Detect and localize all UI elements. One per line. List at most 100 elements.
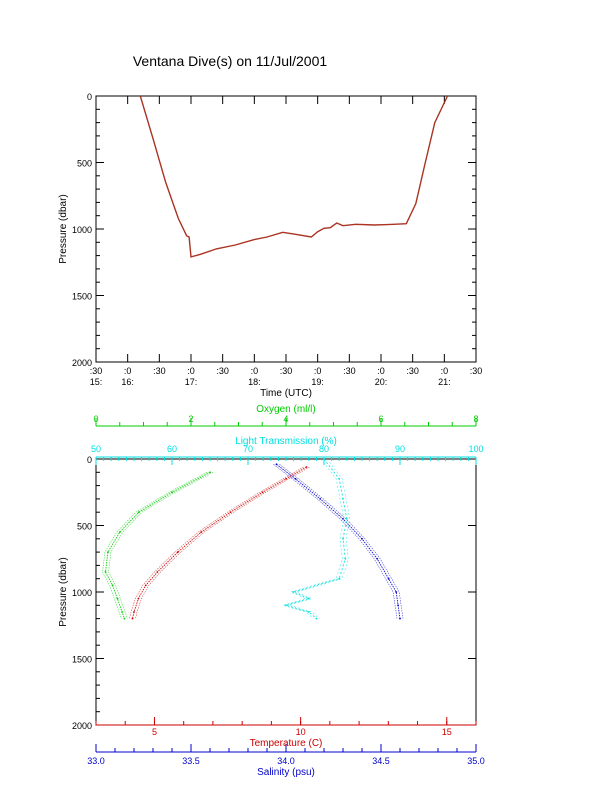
oxygen-tick-label: 8: [473, 414, 478, 424]
transmission-data-point: [345, 518, 348, 520]
salinity-profile-cast: [276, 463, 401, 619]
temperature-data-point: [137, 597, 140, 600]
salinity-data-point: [399, 617, 401, 620]
transmission-data-point: [342, 498, 344, 500]
dive-x-tick-label: :30: [406, 366, 419, 376]
transmission-axis-label: Light Transmission (%): [235, 436, 337, 447]
salinity-axis: 33.0 33.5 34.0 34.5 35.0: [87, 744, 485, 766]
salinity-data-point: [387, 577, 390, 580]
oxygen-tick-label: 4: [283, 414, 288, 424]
dive-y-tick-label: 500: [77, 159, 92, 169]
dive-x-tick-hour-label: 19:: [311, 377, 324, 387]
oxygen-data-point: [123, 617, 126, 620]
salinity-tick-label: 34.0: [277, 756, 295, 766]
salinity-data-point: [376, 557, 379, 560]
temperature-profile-cast: [135, 466, 310, 619]
oxygen-data-point: [118, 531, 121, 533]
profile-data: [102, 458, 404, 620]
oxygen-axis-label: Oxygen (ml/l): [256, 404, 315, 415]
dive-x-tick-hour-label: 15:: [90, 377, 103, 387]
transmission-data-point: [344, 557, 347, 560]
temperature-data-point: [285, 478, 287, 480]
temperature-profile-cast: [129, 466, 304, 619]
oxygen-tick-label: 6: [378, 414, 383, 424]
transmission-data-point: [307, 611, 310, 613]
oxygen-profile-cast: [102, 472, 208, 619]
temperature-tick-label: 10: [296, 727, 306, 737]
dive-x-tick-label: :30: [470, 366, 483, 376]
dive-y-label: Pressure (dbar): [58, 194, 69, 263]
transmission-data-point: [285, 604, 287, 607]
profile-y-axis: 0 500 1000 1500 2000: [72, 455, 476, 731]
dive-x-tick-hour-label: 21:: [438, 377, 451, 387]
dive-y-axis: 0 500 1000 1500 2000: [72, 92, 476, 368]
dive-y-tick-label: 1500: [72, 292, 92, 302]
transmission-data-point: [338, 577, 341, 580]
transmission-tick-label: 80: [319, 444, 329, 454]
transmission-data-point: [307, 597, 310, 600]
transmission-tick-label: 100: [468, 444, 483, 454]
temperature-data-point: [144, 584, 147, 587]
transmission-axis: 50 60 70 80 90 100: [91, 444, 484, 465]
transmission-data-point: [323, 458, 325, 460]
temperature-data-point: [131, 617, 134, 620]
transmission-profile-cast: [281, 458, 345, 619]
profile-y-tick-label: 2000: [72, 721, 92, 731]
transmission-tick-label: 50: [91, 444, 101, 454]
oxygen-profile-cast: [108, 472, 214, 619]
temperature-data-point: [133, 611, 135, 613]
dive-x-tick-label: :30: [280, 366, 293, 376]
temperature-tick-label: 15: [442, 727, 452, 737]
salinity-axis-label: Salinity (psu): [257, 767, 315, 778]
dive-x-tick-label: :0: [124, 366, 132, 376]
transmission-tick-label: 60: [167, 444, 177, 454]
dive-pressure-line: [139, 95, 449, 258]
temperature-data-point: [261, 491, 264, 494]
dive-x-tick-label: :0: [251, 366, 259, 376]
salinity-tick-label: 33.5: [182, 756, 200, 766]
oxygen-data-point: [137, 511, 140, 514]
temperature-profile-cast: [132, 466, 307, 619]
transmission-tick-label: 90: [395, 444, 405, 454]
dive-x-tick-label: :30: [90, 366, 103, 376]
profile-y-tick-label: 0: [87, 455, 92, 465]
temperature-data-point: [229, 511, 232, 514]
figure-title: Ventana Dive(s) on 11/Jul/2001: [133, 53, 328, 69]
dive-y-tick-label: 0: [87, 92, 92, 102]
temperature-tick-label: 5: [152, 727, 157, 737]
dive-x-tick-hour-label: 18:: [248, 377, 261, 387]
salinity-data-point: [294, 478, 297, 480]
oxygen-data-point: [111, 584, 114, 587]
salinity-data-point: [319, 498, 322, 500]
salinity-data-point: [395, 591, 398, 593]
transmission-data-point: [342, 537, 344, 540]
salinity-tick-label: 33.0: [87, 756, 105, 766]
oxygen-profile-cast: [105, 471, 211, 619]
dive-x-tick-hour-label: 20:: [375, 377, 388, 387]
transmission-tick-label: 70: [243, 444, 253, 454]
oxygen-data-point: [209, 471, 211, 474]
salinity-tick-label: 35.0: [467, 756, 485, 766]
dive-x-axis: :3015::016::30:017::30:018::30:019::30:0…: [90, 96, 483, 387]
dive-x-tick-label: :0: [187, 366, 195, 376]
salinity-profile-cast: [273, 464, 398, 619]
salinity-data-point: [397, 604, 399, 607]
dive-x-tick-hour-label: 16:: [121, 377, 134, 387]
temperature-data-point: [156, 571, 159, 573]
salinity-data-point: [275, 463, 278, 466]
dive-x-tick-label: :30: [153, 366, 166, 376]
dive-y-tick-label: 1000: [72, 225, 92, 235]
oxygen-tick-label: 2: [188, 414, 193, 424]
profile-y-tick-label: 1500: [72, 655, 92, 665]
dive-x-tick-label: :0: [441, 366, 449, 376]
temperature-data-point: [305, 466, 308, 468]
oxygen-data-point: [116, 597, 119, 600]
dive-x-tick-label: :0: [314, 366, 322, 376]
salinity-data-point: [361, 537, 363, 540]
dive-x-tick-hour-label: 17:: [185, 377, 198, 387]
transmission-data-point: [315, 617, 318, 620]
temperature-data-point: [200, 531, 203, 533]
oxygen-axis: 0 2 4 6 8: [93, 414, 479, 427]
salinity-profile-cast: [279, 464, 404, 619]
